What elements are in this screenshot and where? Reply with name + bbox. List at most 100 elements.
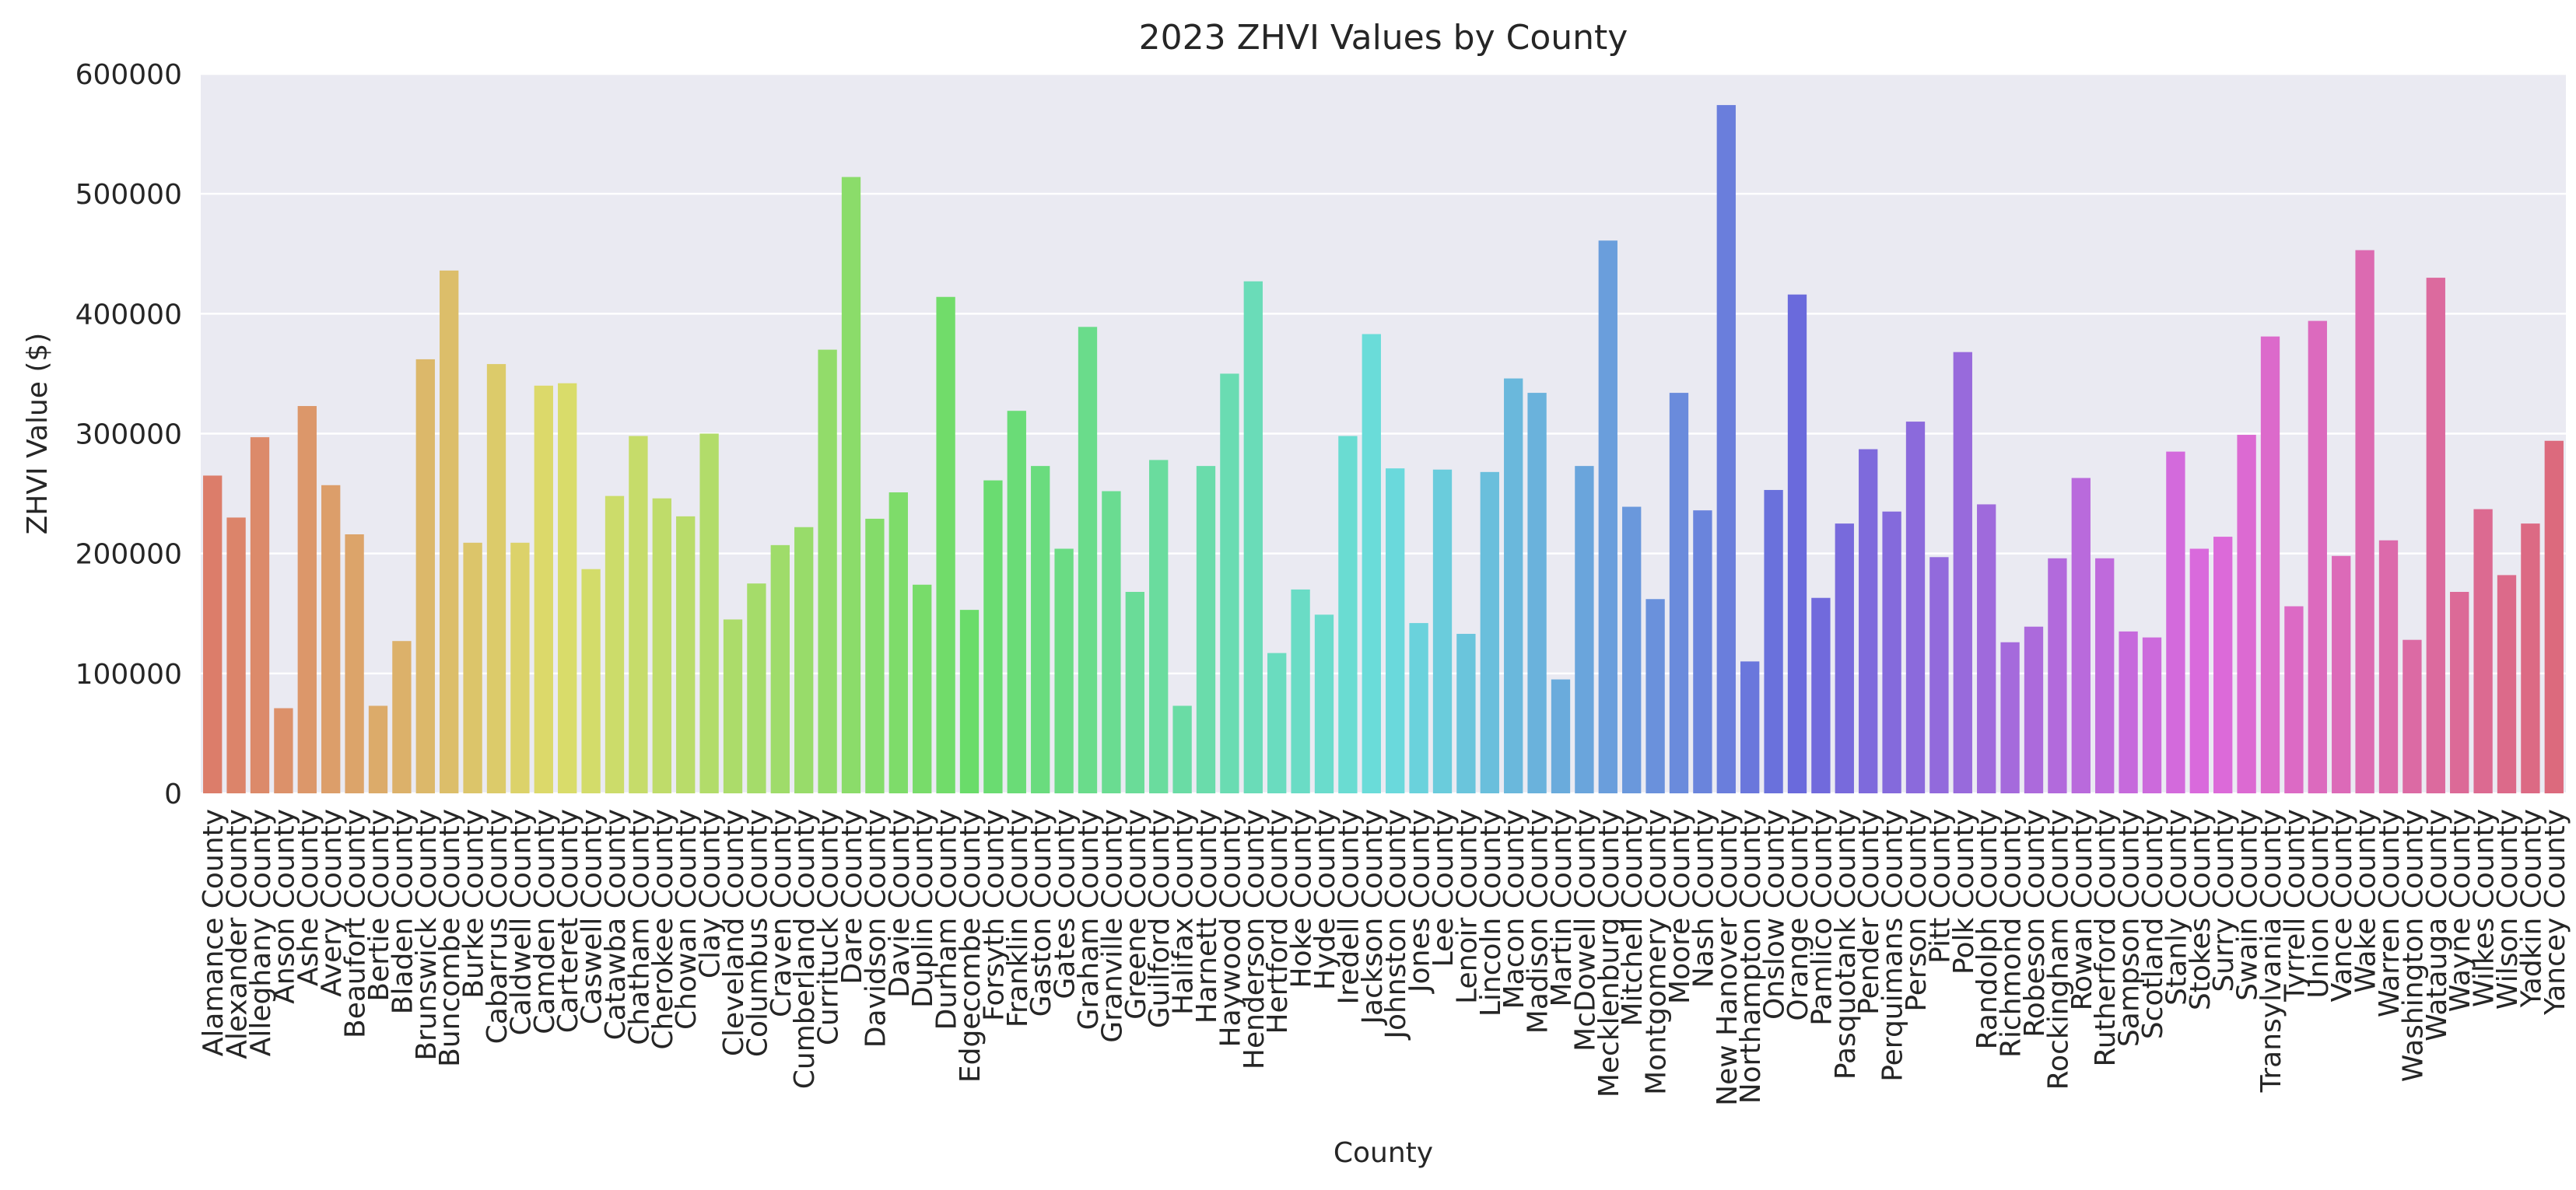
bar: [297, 406, 317, 793]
x-tick-label: Granville County: [1096, 809, 1128, 1043]
x-tick-label: Avery County: [316, 809, 348, 997]
bar: [2189, 548, 2209, 793]
x-tick-label: Wilkes County: [2469, 809, 2501, 1007]
x-tick-label: Burke County: [458, 809, 490, 999]
x-tick-label: Brunswick County: [411, 809, 443, 1061]
x-tick-label: Perquimans County: [1877, 809, 1909, 1082]
x-axis-label: County: [1334, 1137, 1433, 1169]
bar: [226, 517, 246, 793]
x-tick-label: Chowan County: [671, 809, 703, 1030]
x-tick-label: Jackson County: [1357, 809, 1389, 1026]
bar: [1693, 510, 1712, 793]
bar: [605, 495, 625, 793]
bar: [2284, 606, 2304, 793]
x-tick-label: Cleveland County: [718, 809, 750, 1056]
bar: [1480, 471, 1499, 793]
x-tick-label: Alamance County: [198, 809, 230, 1056]
x-tick-label: Clay County: [695, 809, 727, 978]
x-tick-label: Wake County: [2350, 809, 2382, 993]
x-tick-label: Greene County: [1120, 809, 1152, 1020]
x-tick-label: Pamlico County: [1806, 809, 1838, 1026]
bar: [1031, 466, 1050, 793]
x-tick-label: Iredell County: [1333, 809, 1365, 1004]
x-tick-label: McDowell County: [1569, 809, 1601, 1052]
bar: [2119, 631, 2138, 793]
bar: [1953, 352, 1972, 794]
x-tick-label: Swain County: [2232, 809, 2264, 1001]
x-tick-label: Polk County: [1948, 809, 1980, 975]
bar: [534, 385, 553, 793]
bar: [1338, 436, 1358, 793]
bar: [392, 641, 412, 793]
x-tick-label: Person County: [1901, 809, 1933, 1012]
bar: [1386, 468, 1405, 793]
x-tick-label: Forsyth County: [978, 809, 1010, 1021]
bar: [486, 364, 506, 793]
bar: [345, 534, 364, 793]
chart-title: 2023 ZHVI Values by County: [1139, 18, 1628, 58]
x-tick-label: Surry County: [2208, 809, 2240, 992]
bar: [250, 437, 270, 793]
x-tick-label: Anson County: [268, 809, 300, 1004]
x-tick-label: Harnett County: [1191, 809, 1223, 1024]
bar: [1811, 597, 1831, 793]
bar: [1172, 705, 1192, 793]
y-tick-label: 300000: [75, 419, 182, 451]
bar: [2260, 336, 2280, 793]
x-tick-label: Gaston County: [1025, 809, 1057, 1017]
x-tick-label: Richmond County: [1996, 809, 2028, 1058]
x-tick-label: Martin County: [1546, 809, 1578, 1007]
bar: [581, 569, 601, 793]
bar: [1243, 281, 1263, 793]
bar: [1977, 504, 1996, 793]
bar: [913, 584, 932, 793]
bar: [463, 542, 482, 793]
bar: [652, 498, 671, 793]
x-tick-label: Onslow County: [1759, 809, 1791, 1020]
x-tick-label: Cabarrus County: [482, 809, 513, 1044]
bar: [1291, 589, 1310, 793]
x-tick-label: Madison County: [1523, 809, 1554, 1034]
bar: [1196, 466, 1216, 793]
bar: [203, 475, 223, 793]
bar: [1764, 489, 1783, 793]
x-tick-label: Watauga County: [2421, 809, 2453, 1041]
x-tick-label: Franklin County: [1002, 809, 1034, 1027]
bar: [2048, 558, 2067, 793]
bar: [2521, 523, 2540, 793]
y-tick-label: 100000: [75, 659, 182, 691]
bar: [1598, 240, 1617, 794]
y-tick-label: 200000: [75, 539, 182, 571]
x-tick-label: Hertford County: [1262, 809, 1294, 1034]
x-tick-label: Currituck County: [813, 809, 845, 1045]
bar: [1102, 491, 1121, 793]
x-tick-label: Guilford County: [1144, 809, 1176, 1028]
x-tick-label: Dare County: [836, 809, 868, 985]
x-tick-label: Alleghany County: [245, 809, 277, 1056]
x-tick-label: Mitchell County: [1617, 809, 1649, 1027]
x-tick-label: New Hanover County: [1712, 809, 1744, 1106]
bar: [1432, 469, 1453, 793]
bar: [274, 708, 293, 793]
x-tick-label: Camden County: [529, 809, 561, 1034]
bar: [1504, 378, 1523, 793]
x-tick-label: Durham County: [931, 809, 963, 1030]
x-tick-label: Rockingham County: [2042, 809, 2074, 1090]
bar: [1314, 614, 1334, 793]
bar: [676, 516, 696, 793]
x-tick-label: Transylvania County: [2255, 809, 2287, 1093]
x-tick-label: Rutherford County: [2090, 809, 2122, 1066]
bar: [2332, 555, 2351, 793]
x-tick-label: Randolph County: [1971, 809, 2003, 1049]
x-tick-label: Pitt County: [1924, 809, 1956, 964]
bars: [203, 105, 2564, 794]
bar: [1551, 679, 1571, 793]
x-tick-label: Cumberland County: [789, 809, 821, 1089]
x-tick-label: Lee County: [1428, 809, 1460, 967]
bar: [2473, 509, 2493, 793]
bar: [1007, 411, 1026, 793]
bar: [1645, 599, 1665, 793]
x-tick-label: Carteret County: [552, 809, 584, 1033]
x-tick-label: Lenoir County: [1451, 809, 1483, 1004]
